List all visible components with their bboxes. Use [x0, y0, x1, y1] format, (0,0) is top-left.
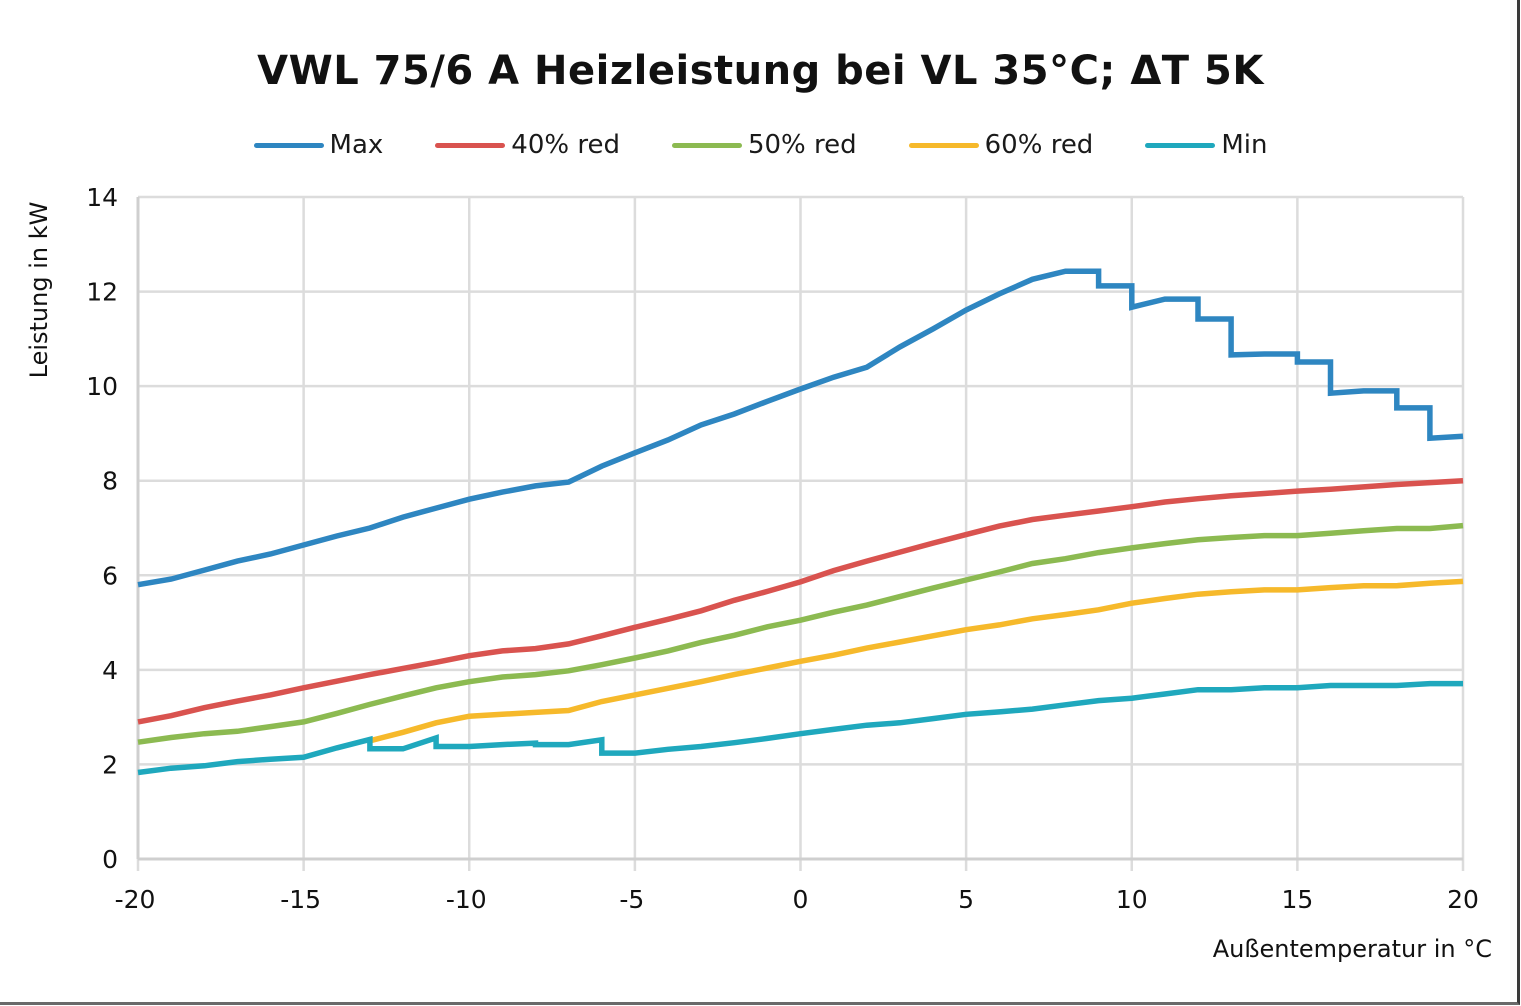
- legend-label: 60% red: [984, 130, 1094, 160]
- legend-label: Min: [1221, 130, 1268, 160]
- legend-swatch: [435, 142, 506, 148]
- y-tick-label: 2: [102, 750, 118, 779]
- axes: [136, 197, 1463, 861]
- x-tick-label: 15: [1281, 885, 1313, 914]
- legend-swatch: [908, 142, 979, 148]
- series-line-max: [137, 268, 1464, 588]
- x-tick-label: 0: [793, 885, 809, 914]
- y-tick-label: 4: [102, 656, 118, 685]
- legend-swatch: [1145, 142, 1216, 148]
- y-tick-label: 8: [102, 467, 118, 496]
- x-tick-label: -5: [619, 885, 644, 914]
- x-tick-label: 20: [1447, 885, 1479, 914]
- x-tick-label: -15: [280, 885, 321, 914]
- series-line-60-red: [369, 578, 1464, 744]
- series-line-40-red: [137, 477, 1464, 725]
- legend-label: 40% red: [511, 130, 620, 160]
- legend-item: Min: [1145, 130, 1267, 160]
- legend-label: 50% red: [747, 130, 857, 160]
- series-line-min: [137, 680, 1463, 776]
- legend-item: 50% red: [671, 130, 857, 160]
- legend-item: Max: [253, 130, 384, 160]
- series-line-50-red: [137, 522, 1464, 745]
- y-axis-title: Leistung in kW: [25, 202, 53, 379]
- legend-label: Max: [329, 130, 384, 160]
- x-tick-label: -20: [115, 885, 156, 914]
- y-tick-label: 0: [102, 845, 118, 874]
- y-tick-label: 6: [102, 561, 118, 590]
- x-tick-label: 10: [1116, 885, 1148, 914]
- legend-swatch: [253, 142, 324, 148]
- x-axis-title: Außentemperatur in °C: [1213, 935, 1492, 963]
- legend-item: 40% red: [435, 130, 620, 160]
- series-group: [137, 268, 1464, 776]
- chart-title: VWL 75/6 A Heizleistung bei VL 35°C; ΔT …: [257, 48, 1264, 94]
- x-tick-label: -10: [446, 885, 487, 914]
- tick-labels: 0 2 4 6 8 10 12 14 -20 -15 -10 -5 0 5 10 15 20: [86, 183, 1479, 914]
- y-tick-label: 12: [86, 278, 118, 307]
- y-tick-label: 14: [86, 183, 118, 212]
- x-tick-label: 5: [958, 885, 974, 914]
- y-tick-label: 10: [86, 372, 118, 401]
- legend-swatch: [671, 142, 742, 148]
- legend: Max 40% red 50% red 60% red Min: [0, 130, 1521, 160]
- legend-item: 60% red: [908, 130, 1094, 160]
